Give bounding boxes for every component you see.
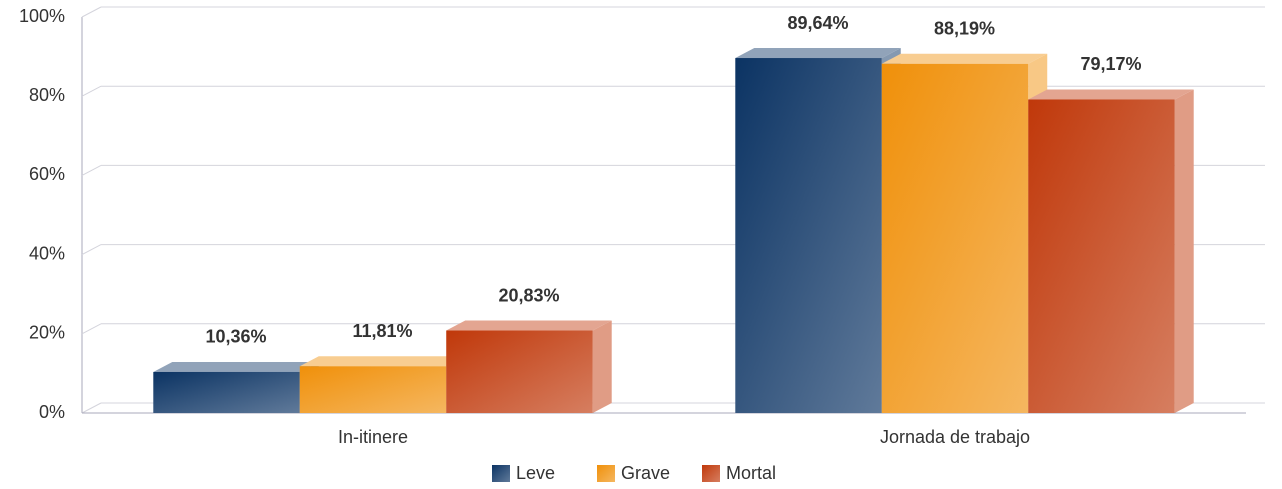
y-tick-label: 40% xyxy=(29,243,65,263)
value-label: 89,64% xyxy=(787,13,848,33)
bar xyxy=(735,58,882,413)
value-label: 20,83% xyxy=(498,285,559,305)
x-tick-label: Jornada de trabajo xyxy=(880,427,1030,447)
legend-swatch xyxy=(492,465,510,482)
legend-swatch xyxy=(702,465,720,482)
x-tick-label: In-itinere xyxy=(338,427,408,447)
bar-top xyxy=(735,48,901,59)
y-tick-label: 0% xyxy=(39,402,65,422)
bar xyxy=(299,366,447,413)
value-label: 88,19% xyxy=(934,19,995,39)
grid-diag xyxy=(81,323,102,335)
bar xyxy=(153,371,300,413)
bar-top xyxy=(153,361,319,372)
legend-swatch xyxy=(597,465,615,482)
bar-top xyxy=(446,320,612,331)
y-tick-label: 80% xyxy=(29,85,65,105)
bar xyxy=(1028,99,1175,413)
bar-top xyxy=(1028,89,1194,100)
grid-diag xyxy=(81,6,102,18)
value-label: 79,17% xyxy=(1080,54,1141,74)
bar-top xyxy=(299,356,466,367)
y-tick-label: 100% xyxy=(19,6,65,26)
bar-side xyxy=(592,320,612,413)
legend-label: Mortal xyxy=(726,463,776,483)
legend-label: Grave xyxy=(621,463,670,483)
bar-top xyxy=(881,53,1048,64)
grid-diag xyxy=(81,85,102,97)
y-tick-label: 60% xyxy=(29,164,65,184)
value-label: 10,36% xyxy=(205,327,266,347)
value-label: 11,81% xyxy=(352,321,412,341)
bar xyxy=(881,63,1029,413)
grid-diag xyxy=(81,244,102,256)
grid-diag xyxy=(81,164,102,176)
y-tick-label: 20% xyxy=(29,323,65,343)
bar xyxy=(446,330,593,413)
legend-label: Leve xyxy=(516,463,555,483)
grid-diag xyxy=(81,402,102,414)
bar-side xyxy=(1174,89,1194,413)
